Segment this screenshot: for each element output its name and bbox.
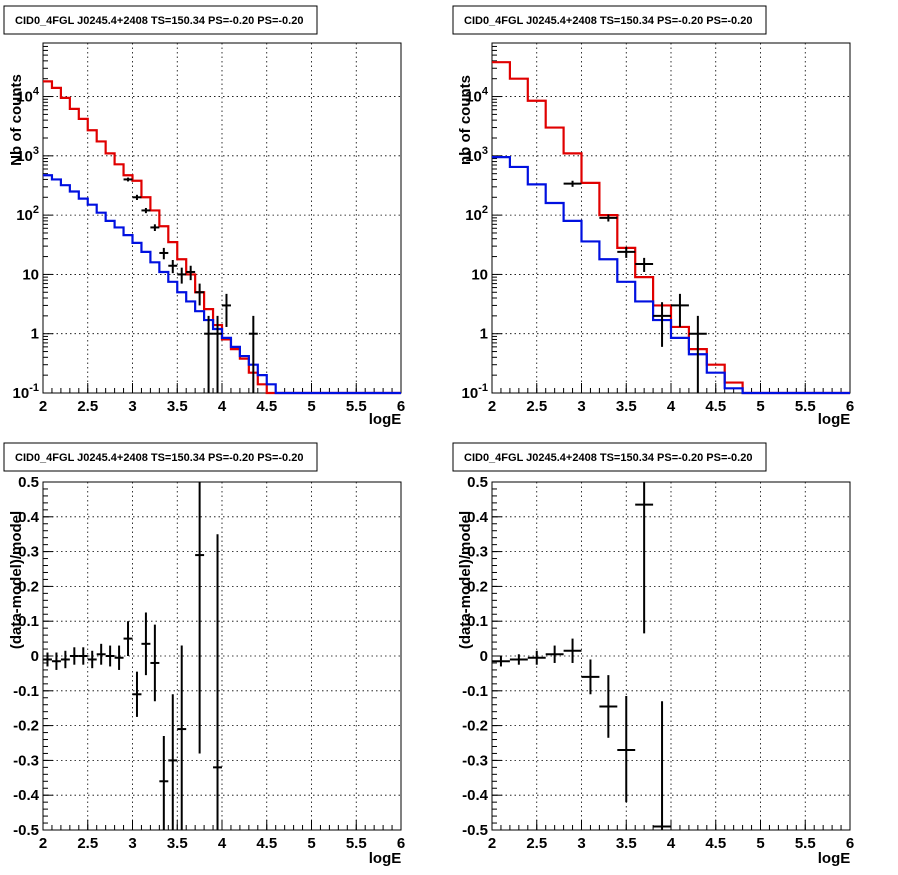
y-tick-label: -0.1 <box>462 683 488 700</box>
y-tick-label: -0.2 <box>462 718 488 735</box>
x-tick-label: 2 <box>488 398 496 415</box>
x-tick-label: 4 <box>218 398 227 415</box>
y-tick-label: 104 <box>16 86 40 106</box>
y-tick-label: 104 <box>465 86 489 106</box>
y-tick-label: 102 <box>465 204 488 224</box>
y-tick-label: -0.1 <box>13 683 39 700</box>
title-box <box>452 5 767 35</box>
x-tick-label: 3.5 <box>616 398 637 415</box>
residuals-panel-right: CID0_4FGL J0245.4+2408 TS=150.34 PS=-0.2… <box>452 442 854 867</box>
y-tick-label: 1 <box>31 326 39 343</box>
x-tick-label: 2 <box>39 835 47 852</box>
y-tick-label: 10-1 <box>13 382 39 402</box>
x-tick-label: 6 <box>397 835 405 852</box>
x-axis-title: logE <box>818 850 851 867</box>
x-tick-label: 3.5 <box>616 835 637 852</box>
counts-panel-right: CID0_4FGL J0245.4+2408 TS=150.34 PS=-0.2… <box>452 5 854 428</box>
y-tick-label: -0.4 <box>13 787 40 804</box>
x-tick-label: 5.5 <box>795 398 816 415</box>
y-tick-label: -0.2 <box>13 718 39 735</box>
y-axis-title: Nb of counts <box>8 74 25 166</box>
x-tick-label: 5 <box>307 835 315 852</box>
x-tick-label: 3 <box>128 835 136 852</box>
x-tick-label: 2.5 <box>77 398 98 415</box>
plot-frame <box>42 481 402 831</box>
y-tick-label: 0.5 <box>18 474 39 491</box>
y-tick-label: -0.3 <box>462 752 488 769</box>
y-tick-label: -0.5 <box>13 822 39 839</box>
y-tick-label: 10 <box>471 266 488 283</box>
x-tick-label: 4.5 <box>705 398 726 415</box>
x-tick-label: 6 <box>846 398 854 415</box>
y-tick-label: 0.5 <box>467 474 488 491</box>
plot-frame <box>491 481 851 831</box>
component-model-histogram <box>43 174 401 395</box>
y-axis-title: (data-model)/model <box>8 511 25 649</box>
x-axis-title: logE <box>818 411 851 428</box>
x-tick-label: 2 <box>488 835 496 852</box>
y-tick-label: 0 <box>480 648 488 665</box>
x-axis-title: logE <box>369 850 402 867</box>
x-tick-label: 5.5 <box>795 835 816 852</box>
x-tick-label: 2.5 <box>526 835 547 852</box>
y-tick-label: 10 <box>22 266 39 283</box>
y-tick-label: 102 <box>16 204 39 224</box>
y-tick-label: -0.4 <box>462 787 489 804</box>
x-tick-label: 3 <box>577 398 585 415</box>
y-tick-label: 0.1 <box>18 613 39 630</box>
chart-title: CID0_4FGL J0245.4+2408 TS=150.34 PS=-0.2… <box>464 15 752 27</box>
chart-title: CID0_4FGL J0245.4+2408 TS=150.34 PS=-0.2… <box>464 452 752 464</box>
title-box <box>3 5 318 35</box>
y-tick-label: 0.2 <box>18 578 39 595</box>
y-tick-label: 103 <box>16 145 39 165</box>
y-axis-title: nb of counts <box>457 75 474 165</box>
counts-panel-left: CID0_4FGL J0245.4+2408 TS=150.34 PS=-0.2… <box>3 5 405 428</box>
chart-title: CID0_4FGL J0245.4+2408 TS=150.34 PS=-0.2… <box>15 15 303 27</box>
y-tick-label: 0.2 <box>467 578 488 595</box>
title-box <box>3 442 318 472</box>
x-tick-label: 2.5 <box>77 835 98 852</box>
y-tick-label: 103 <box>465 145 488 165</box>
x-tick-label: 3 <box>128 398 136 415</box>
component-model-histogram <box>492 156 850 395</box>
x-tick-label: 2.5 <box>526 398 547 415</box>
x-tick-label: 6 <box>846 835 854 852</box>
x-axis-title: logE <box>369 411 402 428</box>
title-box <box>452 442 767 472</box>
y-tick-label: 10-1 <box>462 382 488 402</box>
y-tick-label: 0.3 <box>18 544 39 561</box>
y-tick-label: -0.5 <box>462 822 488 839</box>
chart-title: CID0_4FGL J0245.4+2408 TS=150.34 PS=-0.2… <box>15 452 303 464</box>
y-tick-label: 0.1 <box>467 613 488 630</box>
y-tick-label: -0.3 <box>13 752 39 769</box>
residuals-panel-left: CID0_4FGL J0245.4+2408 TS=150.34 PS=-0.2… <box>3 442 405 867</box>
x-tick-label: 5 <box>756 835 764 852</box>
x-tick-label: 3.5 <box>167 835 188 852</box>
x-tick-label: 4 <box>218 835 227 852</box>
x-tick-label: 6 <box>397 398 405 415</box>
x-tick-label: 5 <box>307 398 315 415</box>
x-tick-label: 4 <box>667 398 676 415</box>
y-tick-label: 0.3 <box>467 544 488 561</box>
y-tick-label: 0.4 <box>467 509 489 526</box>
x-tick-label: 2 <box>39 398 47 415</box>
x-tick-label: 4 <box>667 835 676 852</box>
y-tick-label: 0 <box>31 648 39 665</box>
x-tick-label: 3.5 <box>167 398 188 415</box>
x-tick-label: 5.5 <box>346 398 367 415</box>
y-tick-label: 0.4 <box>18 509 40 526</box>
y-axis-title: (data-model)/model <box>457 511 474 649</box>
x-tick-label: 5 <box>756 398 764 415</box>
x-tick-label: 5.5 <box>346 835 367 852</box>
x-tick-label: 3 <box>577 835 585 852</box>
x-tick-label: 4.5 <box>705 835 726 852</box>
y-tick-label: 1 <box>480 326 488 343</box>
x-tick-label: 4.5 <box>256 398 277 415</box>
x-tick-label: 4.5 <box>256 835 277 852</box>
